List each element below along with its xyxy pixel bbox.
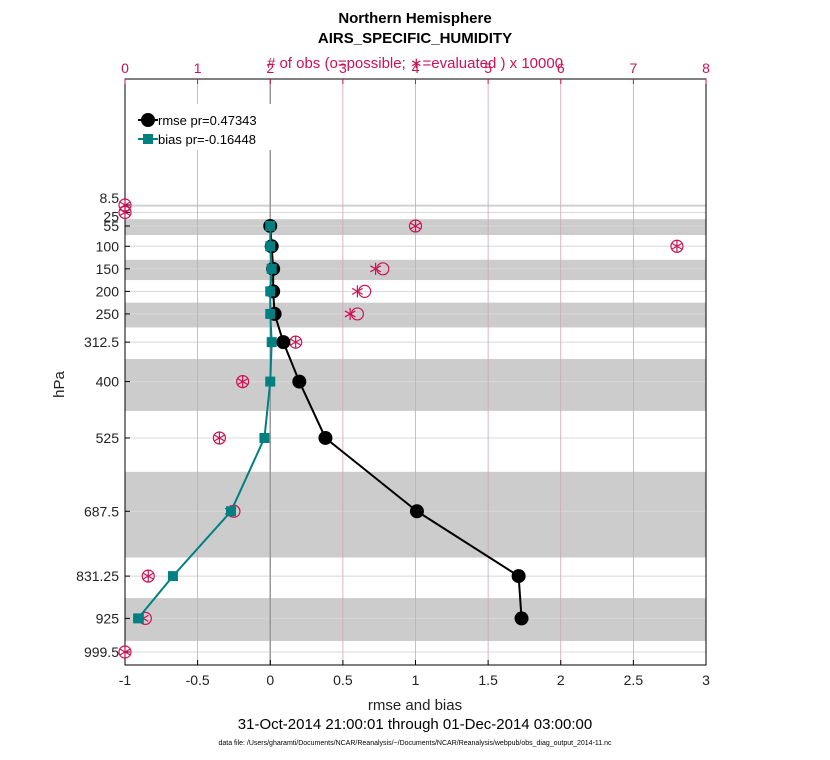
bias-point <box>266 337 277 348</box>
chart-subtitle: AIRS_SPECIFIC_HUMIDITY <box>317 30 513 47</box>
rmse-line <box>269 225 523 619</box>
y-axis-label: hPa <box>50 371 68 398</box>
obs-possible-marker <box>376 262 390 276</box>
top-tick-label: 7 <box>629 60 637 76</box>
rmse-point <box>511 569 526 584</box>
y-tick-label: 25 <box>103 208 119 224</box>
bias-point <box>259 432 270 443</box>
obs-evaluated-marker <box>119 646 131 658</box>
obs-evaluated-marker <box>370 262 382 275</box>
bias-point <box>167 571 178 582</box>
bias-line <box>137 225 273 620</box>
rmse-point <box>409 504 424 519</box>
bias-point <box>265 241 276 252</box>
obs-evaluated-marker <box>119 206 131 219</box>
bias-point <box>266 263 277 274</box>
bias-point <box>265 376 276 387</box>
obs-evaluated-marker <box>344 307 356 320</box>
x-tick-label: 3 <box>702 672 710 688</box>
x-tick-label: 1 <box>412 672 420 688</box>
y-tick-label: 150 <box>96 261 120 277</box>
x-tick-label: 1.5 <box>478 672 498 688</box>
date-range-label: 31-Oct-2014 21:00:01 through 01-Dec-2014… <box>237 716 593 733</box>
y-tick-label: 925 <box>96 610 120 626</box>
y-tick-label: 100 <box>96 238 120 254</box>
bias-point <box>133 613 144 624</box>
rmse-point <box>318 430 333 445</box>
obs-possible-marker <box>358 284 372 298</box>
y-tick-label: 999.5 <box>84 644 119 660</box>
y-tick-label: 400 <box>96 374 120 390</box>
x-tick-label: 2 <box>557 672 565 688</box>
top-tick-label: 0 <box>121 60 129 76</box>
top-tick-label: 3 <box>339 60 347 76</box>
obs-evaluated-marker <box>410 219 421 232</box>
y-tick-label: 55 <box>103 218 119 234</box>
y-tick-label: 831.25 <box>76 568 119 584</box>
rmse-point <box>276 335 291 350</box>
x-axis-label: rmse and bias <box>367 697 463 714</box>
y-tick-label: 525 <box>96 430 120 446</box>
x-tick-label: -1 <box>119 672 132 688</box>
top-axis-label: # of obs (o=possible; ∗=evaluated ) x 10… <box>266 55 564 72</box>
x-tick-label: -0.5 <box>186 672 210 688</box>
legend-label: bias pr=-0.16448 <box>158 132 256 147</box>
rmse-point <box>292 374 307 389</box>
top-tick-label: 8 <box>702 60 710 76</box>
bias-point <box>226 506 237 517</box>
legend-box <box>130 104 290 150</box>
top-tick-label: 2 <box>266 60 274 76</box>
x-tick-label: 0 <box>266 672 274 688</box>
data-file-footnote: data file: /Users/gharamti/Documents/NCA… <box>218 740 612 747</box>
obs-evaluated-marker <box>237 375 249 388</box>
rmse-point <box>514 611 529 626</box>
obs-evaluated-marker <box>290 336 302 349</box>
obs-evaluated-marker <box>351 285 363 298</box>
y-tick-label: 8.5 <box>100 190 120 206</box>
top-tick-label: 5 <box>484 60 492 76</box>
legend-bias-marker <box>143 134 153 144</box>
y-tick-label: 250 <box>96 306 120 322</box>
chart-title: Northern Hemisphere <box>338 10 492 27</box>
x-tick-label: 2.5 <box>624 672 644 688</box>
top-tick-label: 1 <box>194 60 202 76</box>
bias-point <box>265 220 276 231</box>
x-tick-label: 0.5 <box>333 672 353 688</box>
legend-rmse-marker <box>141 113 155 127</box>
y-tick-label: 687.5 <box>84 503 119 519</box>
y-tick-label: 200 <box>96 283 120 299</box>
top-tick-label: 6 <box>557 60 565 76</box>
y-tick-label: 312.5 <box>84 334 119 350</box>
obs-possible-marker <box>350 307 364 321</box>
obs-evaluated-marker <box>213 431 225 444</box>
obs-evaluated-marker <box>142 570 154 583</box>
legend-label: rmse pr=0.47343 <box>158 113 257 128</box>
top-tick-label: 4 <box>412 60 420 76</box>
bias-point <box>265 286 276 297</box>
bias-point <box>265 308 276 319</box>
obs-evaluated-marker <box>671 240 683 253</box>
